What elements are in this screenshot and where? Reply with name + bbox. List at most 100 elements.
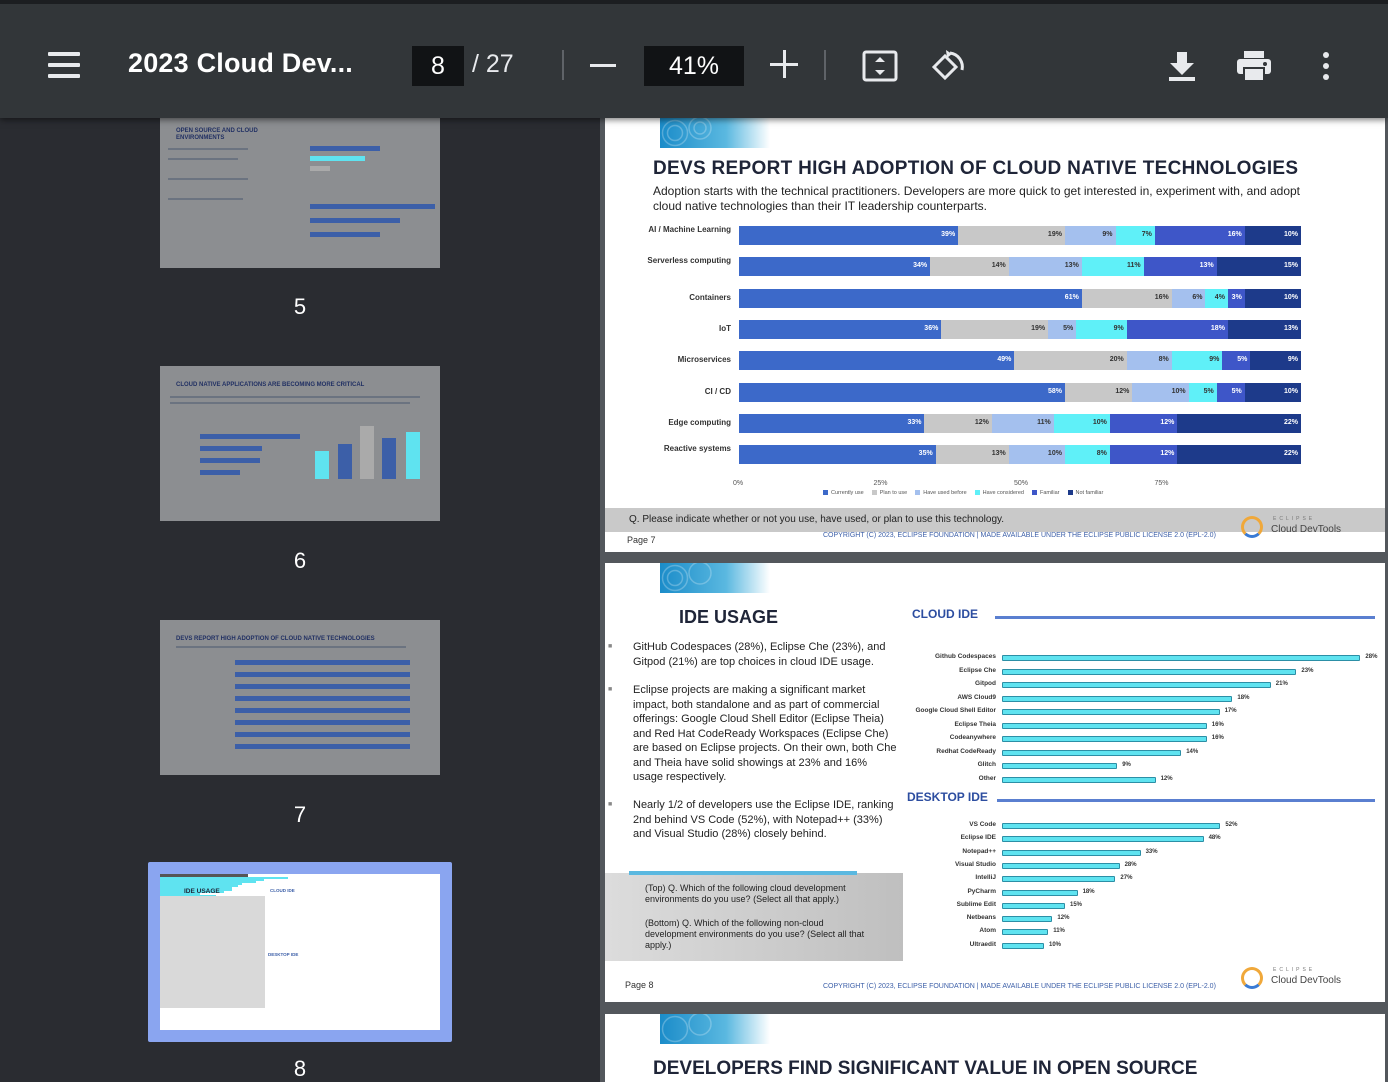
bar-value-label: 12% xyxy=(1160,775,1173,782)
page-title: DEVS REPORT HIGH ADOPTION OF CLOUD NATIV… xyxy=(653,158,1299,179)
stacked-bar-segment: 10% xyxy=(1244,382,1301,402)
stacked-bar-segment: 8% xyxy=(1064,445,1110,465)
stacked-bar-segment: 49% xyxy=(739,351,1015,371)
bar-value-label: 27% xyxy=(1120,875,1133,882)
pdf-toolbar: 2023 Cloud Dev... 8 / 27 41% xyxy=(0,0,1388,118)
stacked-bar-segment: 13% xyxy=(935,445,1009,465)
stacked-bar-segment: 7% xyxy=(1115,226,1155,245)
stacked-bar-segment: 61% xyxy=(739,288,1082,308)
bar-category-label: Sublime Edit xyxy=(956,900,996,908)
page-total: / 27 xyxy=(472,50,514,78)
bar-value-label: 28% xyxy=(1124,861,1137,868)
bar-category-label: VS Code xyxy=(969,821,996,828)
bar xyxy=(1002,722,1207,729)
thumbnail-page-7[interactable]: DEVS REPORT HIGH ADOPTION OF CLOUD NATIV… xyxy=(160,620,440,775)
bar xyxy=(1002,749,1182,756)
thumbnail-label: 5 xyxy=(293,294,307,319)
stacked-bar-segment: 4% xyxy=(1205,288,1228,308)
desktop-ide-heading: DESKTOP IDE xyxy=(907,790,988,804)
bar xyxy=(1002,902,1065,909)
thumbnail-title: DEVS REPORT HIGH ADOPTION OF CLOUD NATIV… xyxy=(176,636,375,642)
thumbnail-page-8[interactable]: IDE USAGE CLOUD IDE DESKTOP IDE xyxy=(160,874,440,1030)
stacked-bar-segment: 18% xyxy=(1126,319,1228,339)
stacked-bar-segment: 36% xyxy=(739,319,942,339)
bar xyxy=(1002,709,1220,715)
stacked-bar-segment: 8% xyxy=(1126,351,1172,371)
cloud-devtools-logo: ECLIPSE Cloud DevTools xyxy=(1241,516,1361,546)
download-icon[interactable] xyxy=(1166,50,1198,82)
thumbnail-title: IDE USAGE xyxy=(184,888,220,895)
thumbnail-sidebar: OPEN SOURCE AND CLOUD ENVIRONMENTS 5 CLO… xyxy=(0,118,600,1082)
page-8: IDE USAGE GitHub Codespaces (28%), Eclip… xyxy=(605,563,1385,1002)
chart-legend: Currently use Plan to use Have used before… xyxy=(815,490,1103,496)
stacked-bar-segment: 10% xyxy=(1244,226,1301,245)
bullet-1: GitHub Codespaces (28%), Eclipse Che (23… xyxy=(608,640,899,669)
page-subtitle: Adoption starts with the technical pract… xyxy=(653,184,1301,213)
bar xyxy=(1002,916,1053,923)
thumbnail-label: 6 xyxy=(293,548,307,573)
zoom-out-button[interactable] xyxy=(590,64,616,67)
print-icon[interactable] xyxy=(1236,50,1272,82)
page-9: DEVELOPERS FIND SIGNIFICANT VALUE IN OPE… xyxy=(605,1014,1385,1082)
category-label: CI / CD xyxy=(704,386,731,396)
bar-category-label: Eclipse IDE xyxy=(960,834,996,842)
bar-value-label: 52% xyxy=(1225,822,1238,828)
bar xyxy=(1002,682,1271,688)
thumbnail-page-6[interactable]: CLOUD NATIVE APPLICATIONS ARE BECOMING M… xyxy=(160,366,440,521)
rotate-icon[interactable] xyxy=(926,48,966,86)
stacked-bar-segment: 12% xyxy=(1064,382,1133,402)
copyright-footer: COPYRIGHT (C) 2023, ECLIPSE FOUNDATION |… xyxy=(823,532,1216,539)
fit-to-page-icon[interactable] xyxy=(862,50,898,82)
more-options-icon[interactable] xyxy=(1316,50,1336,82)
stacked-bar-segment: 9% xyxy=(1250,351,1301,371)
stacked-bar-segment: 16% xyxy=(1081,288,1172,308)
stacked-bar-segment: 5% xyxy=(1048,319,1077,339)
adoption-stacked-bar-chart: AI / Machine Learning 39% 19% 9% 7% 16% 10% Ser… xyxy=(605,218,1385,508)
bar-category-label: Codeanywhere xyxy=(949,734,996,741)
bar-value-label: 14% xyxy=(1186,748,1199,755)
stacked-bar-segment: 22% xyxy=(1177,445,1301,465)
menu-icon[interactable] xyxy=(48,52,80,78)
question-top: (Top) Q. Which of the following cloud de… xyxy=(645,883,846,904)
bar-value-label: 16% xyxy=(1211,721,1224,728)
bar-value-label: 18% xyxy=(1082,888,1095,895)
stacked-bar-segment: 39% xyxy=(739,226,959,245)
bar-value-label: 21% xyxy=(1275,681,1288,687)
bar xyxy=(1002,668,1297,675)
bar-category-label: Notepad++ xyxy=(962,847,996,855)
x-axis-tick: 25% xyxy=(873,480,888,487)
stacked-bar-segment: 9% xyxy=(1171,351,1223,371)
bar xyxy=(1002,763,1118,769)
stacked-bar-segment: 3% xyxy=(1227,288,1245,308)
stacked-bar-segment: 34% xyxy=(739,257,931,277)
category-label: Serverless computing xyxy=(647,256,731,266)
document-viewer[interactable]: DEVS REPORT HIGH ADOPTION OF CLOUD NATIV… xyxy=(600,118,1388,1082)
stacked-bar-segment: 10% xyxy=(1008,445,1065,465)
zoom-level-input[interactable]: 41% xyxy=(644,46,744,86)
stacked-bar-segment: 11% xyxy=(991,413,1054,433)
zoom-in-button[interactable] xyxy=(770,50,798,80)
stacked-bar-segment: 15% xyxy=(1216,257,1301,277)
stacked-bar-segment: 12% xyxy=(1109,445,1178,465)
category-label: AI / Machine Learning xyxy=(648,225,731,234)
thumbnail-page-5[interactable]: OPEN SOURCE AND CLOUD ENVIRONMENTS xyxy=(160,118,440,268)
bar-value-label: 15% xyxy=(1070,901,1083,908)
bar-category-label: Visual Studio xyxy=(954,860,996,868)
toolbar-divider xyxy=(824,50,826,80)
category-label: Edge computing xyxy=(668,417,731,427)
stacked-bar-segment: 12% xyxy=(924,413,992,433)
page-number-input[interactable]: 8 xyxy=(412,46,464,86)
bar-value-label: 11% xyxy=(1053,928,1065,935)
thumbnail-title: OPEN SOURCE AND CLOUD ENVIRONMENTS xyxy=(176,128,258,141)
page-number-label: Page 7 xyxy=(627,535,656,545)
bar xyxy=(1002,889,1078,896)
stacked-bar-segment: 16% xyxy=(1154,226,1245,245)
bar-category-label: Github Codespaces xyxy=(934,653,996,660)
page-7: DEVS REPORT HIGH ADOPTION OF CLOUD NATIV… xyxy=(605,118,1385,552)
bar-category-label: Redhat CodeReady xyxy=(936,747,996,755)
bar-category-label: Ultraedit xyxy=(969,940,996,948)
document-title: 2023 Cloud Dev... xyxy=(128,48,353,78)
thumbnail-title: CLOUD NATIVE APPLICATIONS ARE BECOMING M… xyxy=(176,382,365,388)
bar-value-label: 18% xyxy=(1237,694,1250,701)
bullet-3: Nearly 1/2 of developers use the Eclipse… xyxy=(608,798,899,842)
